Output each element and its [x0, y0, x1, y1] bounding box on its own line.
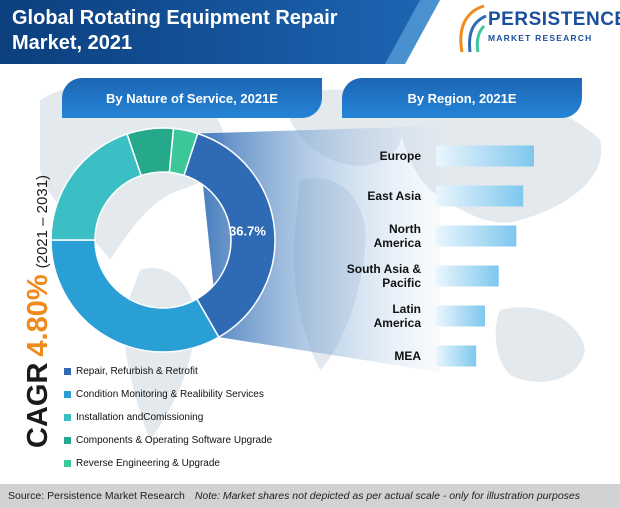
- bar-category-line: Pacific: [382, 276, 421, 290]
- bar-category-label: Latin America: [374, 302, 422, 330]
- bar-category-label: East Asia: [367, 189, 421, 203]
- section-header-service: By Nature of Service, 2021E: [62, 78, 322, 118]
- legend-label: Repair, Refurbish & Retrofit: [76, 366, 198, 377]
- note-text: Note: Market shares not depicted as per …: [194, 490, 581, 502]
- section-header-region: By Region, 2021E: [342, 78, 582, 118]
- bar-category-label: South Asia & Pacific: [347, 262, 422, 290]
- legend-label: Installation andComissioning: [76, 412, 204, 423]
- bar: [436, 145, 534, 167]
- legend-item: Repair, Refurbish & Retrofit: [64, 360, 272, 383]
- source-text: Source: Persistence Market Research: [8, 490, 185, 502]
- bar-category-label: Europe: [380, 149, 422, 163]
- bar-category-line: America: [374, 316, 422, 330]
- bar-category-line: East Asia: [367, 189, 421, 203]
- legend-label: Components & Operating Software Upgrade: [76, 435, 273, 446]
- cagr-word: CAGR: [22, 362, 54, 448]
- pie-slice: [183, 132, 276, 339]
- pie-legend: Repair, Refurbish & Retrofit Condition Mo…: [64, 360, 272, 475]
- title-banner: [0, 0, 440, 64]
- legend-label: Reverse Engineering & Upgrade: [76, 458, 220, 469]
- cagr-period: (2021 – 2031): [34, 174, 51, 269]
- logo-subtitle: MARKET RESEARCH: [488, 33, 593, 43]
- legend-label: Condition Monitoring & Realibility Servi…: [76, 389, 264, 400]
- footer: Source: Persistence Market Research Note…: [0, 484, 620, 508]
- bar: [436, 185, 524, 207]
- bar-category-line: Latin: [392, 302, 421, 316]
- legend-item: Components & Operating Software Upgrade: [64, 429, 272, 452]
- bar: [436, 225, 517, 247]
- logo-name: PERSISTENCE: [488, 9, 620, 30]
- section-header-shape: [342, 78, 582, 118]
- pie-slice: [50, 239, 220, 353]
- legend-swatch: [64, 460, 71, 467]
- bar: [436, 305, 485, 327]
- legend-swatch: [64, 414, 71, 421]
- bar-category-line: South Asia &: [347, 262, 422, 276]
- bar-category-line: North: [389, 222, 421, 236]
- section-header-shape: [62, 78, 322, 118]
- bar-category-line: MEA: [394, 349, 421, 363]
- cagr-label: CAGR 4.80% (2021 – 2031): [22, 175, 55, 448]
- legend-swatch: [64, 437, 71, 444]
- cagr-value: 4.80%: [22, 274, 54, 357]
- page-title: Global Rotating Equipment Repair Market,…: [12, 7, 338, 54]
- bar-category-label: North America: [374, 222, 422, 250]
- section-header-region-label: By Region, 2021E: [407, 90, 517, 106]
- legend-swatch: [64, 368, 71, 375]
- legend-swatch: [64, 391, 71, 398]
- pie-data-label: 36.7%: [229, 224, 266, 239]
- bar: [436, 345, 477, 367]
- bar-category-line: Europe: [380, 149, 422, 163]
- bar-category-line: America: [374, 236, 422, 250]
- legend-item: Installation andComissioning: [64, 406, 272, 429]
- legend-item: Reverse Engineering & Upgrade: [64, 452, 272, 475]
- bar: [436, 265, 499, 287]
- logo-icon: [459, 4, 487, 53]
- pie-slice: [168, 127, 199, 177]
- pie-slice: [50, 132, 143, 241]
- bar-category-label: MEA: [394, 349, 421, 363]
- section-header-service-label: By Nature of Service, 2021E: [106, 90, 278, 106]
- legend-item: Condition Monitoring & Realibility Servi…: [64, 383, 272, 406]
